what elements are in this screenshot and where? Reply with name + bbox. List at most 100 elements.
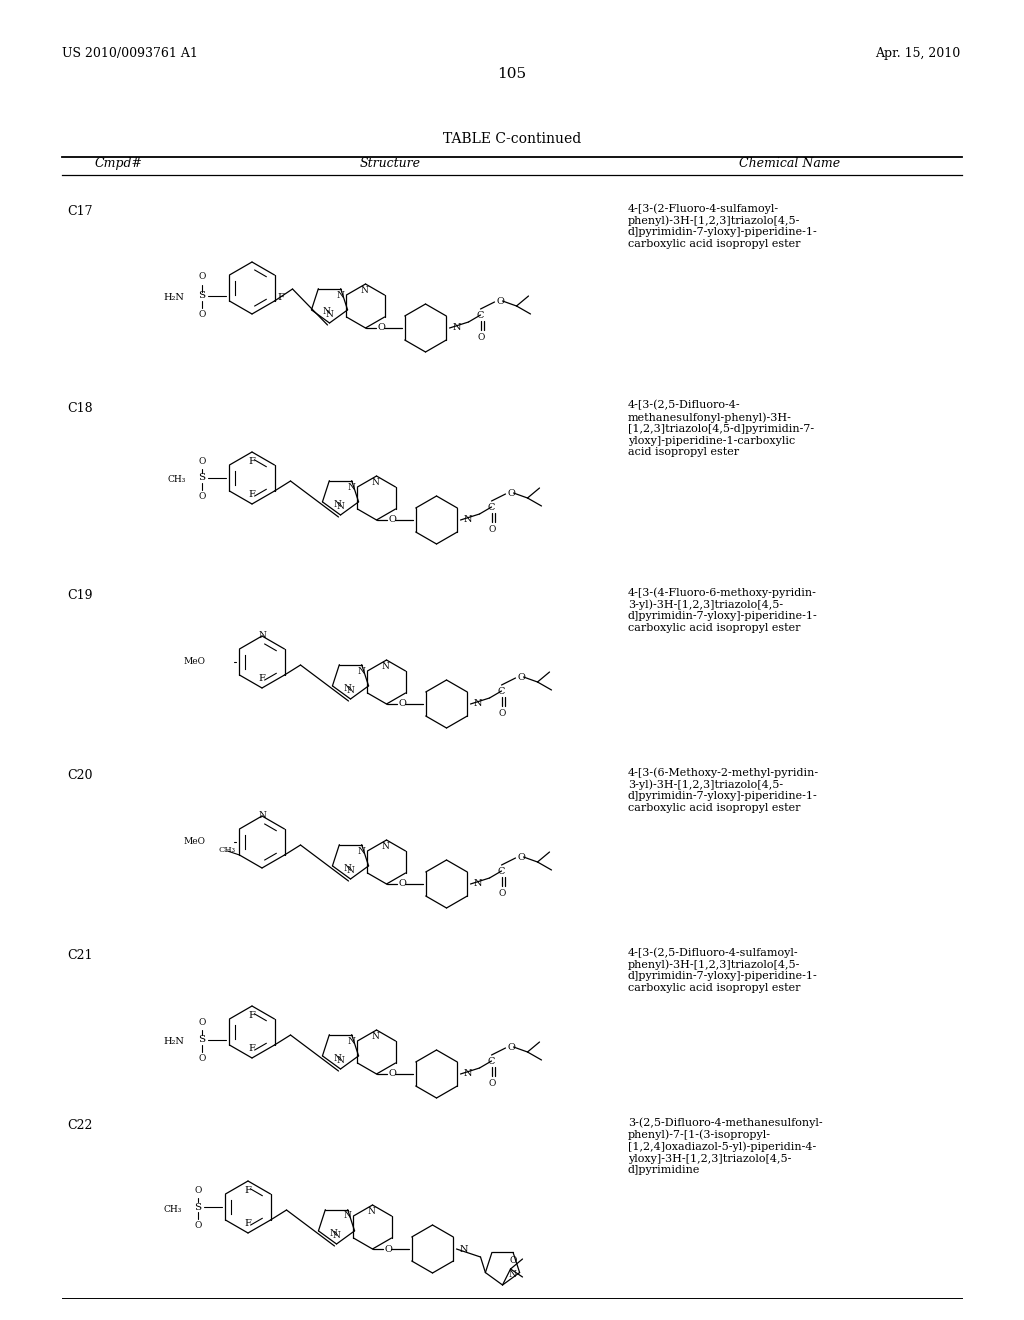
Text: O: O bbox=[195, 1221, 202, 1230]
Text: Cmpd#: Cmpd# bbox=[95, 157, 143, 170]
Text: O: O bbox=[388, 1069, 396, 1078]
Text: C21: C21 bbox=[67, 949, 92, 962]
Text: N: N bbox=[337, 290, 344, 300]
Text: N: N bbox=[337, 502, 344, 511]
Text: C: C bbox=[477, 310, 484, 319]
Text: N: N bbox=[509, 1270, 517, 1279]
Text: O: O bbox=[488, 1078, 497, 1088]
Text: O: O bbox=[488, 525, 497, 535]
Text: N: N bbox=[372, 478, 380, 487]
Text: N: N bbox=[357, 667, 366, 676]
Text: F: F bbox=[249, 1044, 255, 1053]
Text: TABLE C-continued: TABLE C-continued bbox=[442, 132, 582, 147]
Text: F: F bbox=[259, 675, 265, 682]
Text: O: O bbox=[199, 1053, 206, 1063]
Text: N: N bbox=[334, 1053, 341, 1063]
Text: N: N bbox=[258, 631, 266, 640]
Text: N: N bbox=[330, 1229, 337, 1238]
Text: 4-[3-(2-Fluoro-4-sulfamoyl-
phenyl)-3H-[1,2,3]triazolo[4,5-
d]pyrimidin-7-yloxy]: 4-[3-(2-Fluoro-4-sulfamoyl- phenyl)-3H-[… bbox=[628, 203, 818, 249]
Text: O: O bbox=[497, 297, 505, 305]
Text: N: N bbox=[258, 812, 266, 821]
Text: MeO: MeO bbox=[184, 657, 206, 667]
Text: N: N bbox=[360, 286, 369, 294]
Text: S: S bbox=[195, 1203, 202, 1212]
Text: S: S bbox=[199, 1035, 206, 1044]
Text: N: N bbox=[382, 842, 389, 851]
Text: 105: 105 bbox=[498, 67, 526, 81]
Text: C19: C19 bbox=[67, 589, 92, 602]
Text: O: O bbox=[517, 853, 525, 862]
Text: N: N bbox=[357, 846, 366, 855]
Text: O: O bbox=[199, 492, 206, 502]
Text: H₂N: H₂N bbox=[163, 1038, 184, 1047]
Text: S: S bbox=[199, 474, 206, 483]
Text: N: N bbox=[347, 1036, 355, 1045]
Text: C18: C18 bbox=[67, 403, 92, 414]
Text: N: N bbox=[382, 663, 389, 671]
Text: 4-[3-(6-Methoxy-2-methyl-pyridin-
3-yl)-3H-[1,2,3]triazolo[4,5-
d]pyrimidin-7-yl: 4-[3-(6-Methoxy-2-methyl-pyridin- 3-yl)-… bbox=[628, 767, 819, 813]
Text: F: F bbox=[278, 293, 285, 301]
Text: O: O bbox=[517, 672, 525, 681]
Text: O: O bbox=[195, 1185, 202, 1195]
Text: H₂N: H₂N bbox=[163, 293, 184, 302]
Text: O: O bbox=[199, 1018, 206, 1027]
Text: Apr. 15, 2010: Apr. 15, 2010 bbox=[874, 48, 961, 59]
Text: CH₃: CH₃ bbox=[218, 846, 236, 854]
Text: C: C bbox=[487, 503, 496, 511]
Text: 4-[3-(4-Fluoro-6-methoxy-pyridin-
3-yl)-3H-[1,2,3]triazolo[4,5-
d]pyrimidin-7-yl: 4-[3-(4-Fluoro-6-methoxy-pyridin- 3-yl)-… bbox=[628, 587, 818, 634]
Text: 4-[3-(2,5-Difluoro-4-
methanesulfonyl-phenyl)-3H-
[1,2,3]triazolo[4,5-d]pyrimidi: 4-[3-(2,5-Difluoro-4- methanesulfonyl-ph… bbox=[628, 400, 814, 458]
Text: N: N bbox=[464, 1069, 472, 1078]
Text: N: N bbox=[346, 686, 354, 696]
Text: Structure: Structure bbox=[359, 157, 421, 170]
Text: 4-[3-(2,5-Difluoro-4-sulfamoyl-
phenyl)-3H-[1,2,3]triazolo[4,5-
d]pyrimidin-7-yl: 4-[3-(2,5-Difluoro-4-sulfamoyl- phenyl)-… bbox=[628, 946, 818, 993]
Text: CH₃: CH₃ bbox=[168, 475, 186, 484]
Text: N: N bbox=[333, 1232, 340, 1239]
Text: F: F bbox=[245, 1185, 252, 1195]
Text: US 2010/0093761 A1: US 2010/0093761 A1 bbox=[62, 48, 198, 59]
Text: O: O bbox=[509, 1257, 517, 1266]
Text: N: N bbox=[343, 863, 351, 873]
Text: MeO: MeO bbox=[184, 837, 206, 846]
Text: O: O bbox=[398, 879, 407, 888]
Text: O: O bbox=[199, 310, 206, 319]
Text: O: O bbox=[499, 709, 506, 718]
Text: C22: C22 bbox=[67, 1119, 92, 1133]
Text: O: O bbox=[508, 1043, 515, 1052]
Text: O: O bbox=[199, 272, 206, 281]
Text: N: N bbox=[326, 310, 334, 319]
Text: O: O bbox=[378, 323, 385, 333]
Text: N: N bbox=[368, 1206, 376, 1216]
Text: C: C bbox=[498, 686, 505, 696]
Text: F: F bbox=[249, 457, 255, 466]
Text: N: N bbox=[346, 866, 354, 875]
Text: C20: C20 bbox=[67, 770, 92, 781]
Text: N: N bbox=[473, 700, 482, 709]
Text: C17: C17 bbox=[67, 205, 92, 218]
Text: F: F bbox=[249, 490, 255, 499]
Text: O: O bbox=[199, 457, 206, 466]
Text: C: C bbox=[498, 866, 505, 875]
Text: N: N bbox=[460, 1245, 468, 1254]
Text: N: N bbox=[343, 684, 351, 693]
Text: CH₃: CH₃ bbox=[164, 1204, 182, 1213]
Text: F: F bbox=[249, 1011, 255, 1020]
Text: O: O bbox=[398, 700, 407, 709]
Text: N: N bbox=[323, 308, 331, 315]
Text: N: N bbox=[372, 1032, 380, 1041]
Text: S: S bbox=[199, 292, 206, 301]
Text: 3-(2,5-Difluoro-4-methanesulfonyl-
phenyl)-7-[1-(3-isopropyl-
[1,2,4]oxadiazol-5: 3-(2,5-Difluoro-4-methanesulfonyl- pheny… bbox=[628, 1117, 822, 1175]
Text: C: C bbox=[487, 1056, 496, 1065]
Text: O: O bbox=[508, 488, 515, 498]
Text: N: N bbox=[464, 516, 472, 524]
Text: N: N bbox=[344, 1212, 351, 1221]
Text: O: O bbox=[385, 1245, 392, 1254]
Text: F: F bbox=[245, 1218, 252, 1228]
Text: O: O bbox=[499, 888, 506, 898]
Text: Chemical Name: Chemical Name bbox=[739, 157, 841, 170]
Text: O: O bbox=[388, 516, 396, 524]
Text: N: N bbox=[337, 1056, 344, 1065]
Text: O: O bbox=[478, 333, 485, 342]
Text: N: N bbox=[453, 323, 461, 333]
Text: N: N bbox=[334, 500, 341, 510]
Text: N: N bbox=[347, 483, 355, 491]
